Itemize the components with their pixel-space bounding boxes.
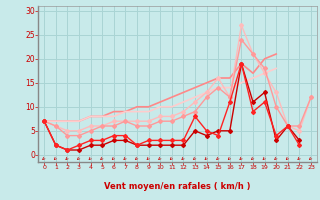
X-axis label: Vent moyen/en rafales ( km/h ): Vent moyen/en rafales ( km/h ) — [104, 182, 251, 191]
